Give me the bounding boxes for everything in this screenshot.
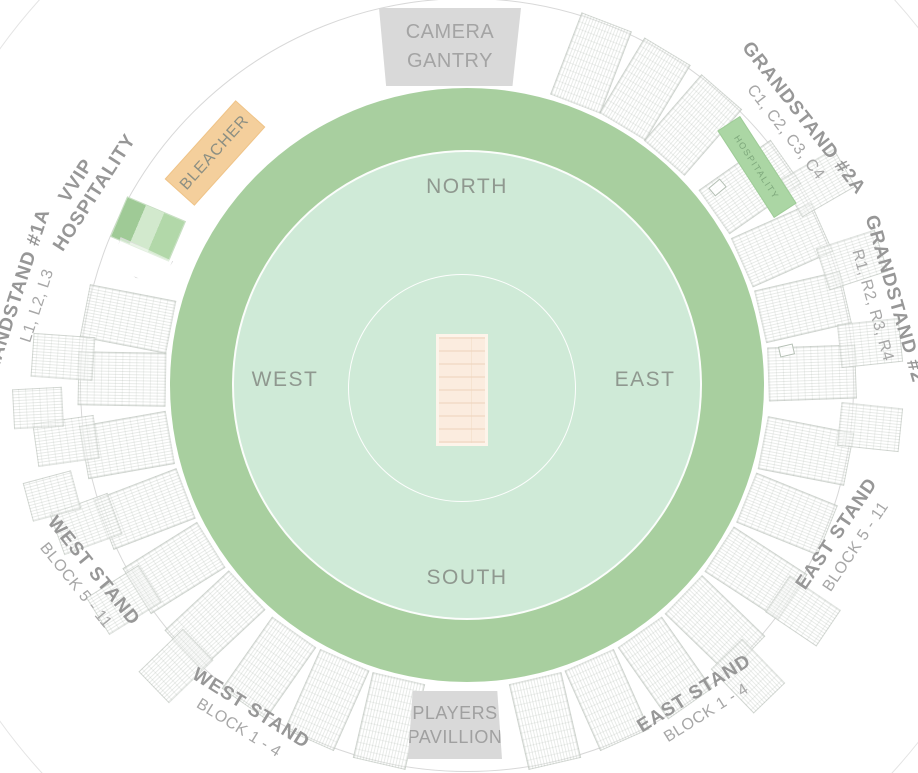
direction-label-east: EAST [614,368,676,391]
seat-block[interactable] [30,332,96,381]
seat-block[interactable] [836,402,903,453]
thirty-yard-circle [348,274,576,502]
cricket-pitch [436,334,488,446]
camera-gantry-box: CAMERA GANTRY [379,8,521,86]
players-pavillion-label-line1: PLAYERS [412,702,498,723]
camera-gantry-label-line1: CAMERA [405,21,495,43]
seat-block[interactable] [11,386,64,429]
camera-gantry-label-line2: GANTRY [407,50,493,72]
direction-label-north: NORTH [426,175,508,198]
direction-label-south: SOUTH [426,566,508,589]
direction-label-west: WEST [251,368,319,391]
players-pavillion-box: PLAYERS PAVILLION [408,691,502,759]
players-pavillion-label-line2: PAVILLION [407,727,503,747]
